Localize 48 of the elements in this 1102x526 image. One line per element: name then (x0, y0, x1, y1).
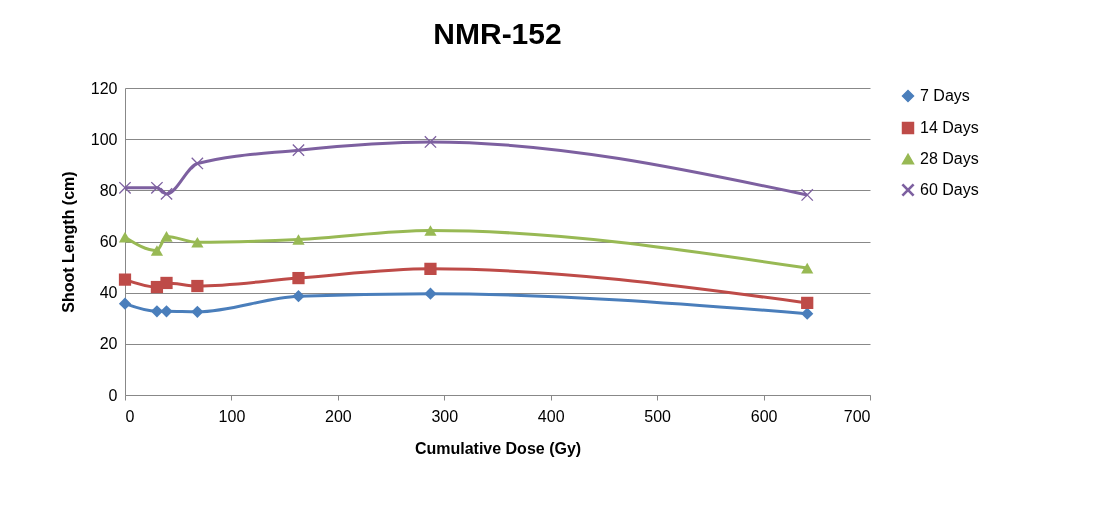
x-axis-title: Cumulative Dose (Gy) (414, 439, 582, 457)
point (801, 188, 814, 202)
chart-title: NMR-152 (433, 17, 562, 50)
point (160, 231, 173, 242)
point (118, 297, 132, 310)
point (118, 181, 132, 194)
x-tick-label: 0 (125, 407, 135, 425)
point (292, 271, 305, 285)
x-tick-label: 200 (325, 407, 352, 425)
point (801, 262, 814, 274)
point (150, 245, 164, 256)
y-tick-label: 40 (99, 284, 118, 302)
point (150, 181, 164, 194)
x-tick-label: 100 (218, 407, 246, 425)
point (424, 287, 437, 300)
point (160, 187, 173, 201)
y-tick-label: 100 (90, 130, 118, 148)
point (191, 279, 204, 293)
point (191, 305, 204, 318)
y-axis-title: Shoot Length (cm) (59, 171, 77, 313)
point (118, 231, 132, 243)
point (160, 305, 173, 318)
point (424, 135, 437, 149)
point (160, 276, 173, 290)
x-tick-label: 300 (431, 407, 459, 425)
y-tick-label: 80 (99, 181, 118, 199)
point (292, 290, 305, 303)
point (292, 234, 305, 245)
point (292, 144, 305, 157)
point (801, 296, 814, 310)
y-tick-label: 60 (99, 233, 118, 250)
legend-label: 28 Days (920, 150, 979, 167)
x-tick-label: 400 (537, 407, 565, 425)
y-tick-label: 0 (108, 386, 118, 404)
y-tick-label: 20 (99, 335, 118, 353)
point (150, 305, 164, 318)
point (191, 157, 204, 170)
x-tick-label: 600 (750, 407, 778, 425)
point (191, 236, 204, 248)
x-tick-label: 500 (644, 407, 672, 425)
legend-label: 60 Days (920, 181, 979, 198)
x-tick-label: 700 (843, 407, 871, 425)
legend-label: 7 Days (920, 87, 970, 104)
legend-label: 14 Days (920, 119, 979, 136)
point (424, 262, 437, 275)
point (118, 273, 132, 286)
y-tick-label: 120 (90, 79, 118, 97)
point (424, 225, 437, 236)
